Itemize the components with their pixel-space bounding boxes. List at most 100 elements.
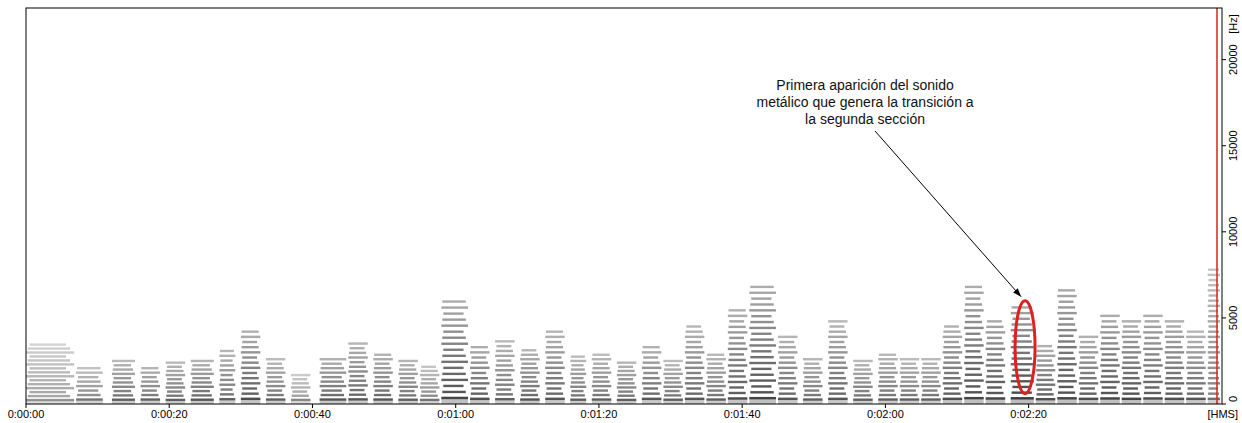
harmonic xyxy=(192,364,210,366)
harmonic xyxy=(1036,355,1055,357)
sound-event xyxy=(728,309,747,404)
harmonic xyxy=(1101,392,1118,394)
harmonic xyxy=(901,376,916,378)
y-tick xyxy=(1222,404,1226,405)
harmonic xyxy=(853,386,872,388)
harmonic xyxy=(1188,387,1203,389)
harmonic xyxy=(113,381,133,383)
harmonic xyxy=(1102,320,1117,322)
harmonic xyxy=(965,338,982,340)
harmonic xyxy=(142,376,157,378)
harmonic xyxy=(964,362,983,364)
x-tick-label: 0:00:20 xyxy=(151,408,188,420)
harmonic xyxy=(167,366,182,368)
harmonic xyxy=(1037,374,1052,376)
low-band xyxy=(545,398,564,404)
harmonic xyxy=(1188,372,1203,374)
harmonic xyxy=(28,383,70,385)
harmonic xyxy=(242,356,257,358)
harmonic xyxy=(1145,353,1160,355)
harmonic xyxy=(1165,346,1182,348)
harmonic xyxy=(242,392,259,394)
sound-event xyxy=(266,358,285,404)
harmonic xyxy=(779,341,794,343)
highlight-ellipse xyxy=(1015,301,1035,394)
harmonic xyxy=(421,390,436,392)
harmonic xyxy=(1122,361,1139,363)
harmonic xyxy=(1058,289,1075,291)
harmonic xyxy=(750,321,773,323)
harmonic xyxy=(1165,382,1184,384)
harmonic xyxy=(1036,350,1053,352)
harmonic xyxy=(592,367,609,369)
harmonic xyxy=(1165,361,1182,363)
harmonic xyxy=(241,351,260,353)
harmonic xyxy=(349,366,366,368)
harmonic xyxy=(1188,356,1203,358)
harmonic xyxy=(642,367,661,369)
harmonic xyxy=(242,361,259,363)
low-band xyxy=(964,397,983,404)
harmonic xyxy=(1058,357,1075,359)
harmonic xyxy=(292,395,309,397)
harmonic xyxy=(242,377,259,379)
harmonic xyxy=(685,351,704,353)
harmonic xyxy=(421,382,438,384)
harmonic xyxy=(1144,326,1161,328)
low-band xyxy=(1165,398,1184,404)
harmonic xyxy=(804,376,819,378)
low-band xyxy=(241,398,260,404)
harmonic xyxy=(421,378,436,380)
harmonic xyxy=(643,361,660,363)
harmonic xyxy=(828,336,847,338)
harmonic xyxy=(803,371,822,373)
harmonic xyxy=(267,367,284,369)
harmonic xyxy=(729,386,744,388)
harmonic xyxy=(592,358,611,360)
harmonic xyxy=(663,386,682,388)
harmonic xyxy=(522,349,537,351)
harmonic xyxy=(348,384,367,386)
plot-frame xyxy=(26,8,1222,404)
harmonic xyxy=(547,341,562,343)
sound-event xyxy=(964,286,983,404)
harmonic xyxy=(291,386,310,388)
sound-event xyxy=(441,300,468,404)
harmonic xyxy=(1101,375,1118,377)
sound-event xyxy=(642,346,661,404)
harmonic xyxy=(880,389,895,391)
sound-event xyxy=(291,374,310,404)
harmonic xyxy=(521,367,538,369)
harmonic xyxy=(441,306,468,308)
harmonic xyxy=(618,366,633,368)
harmonic xyxy=(1079,351,1098,353)
harmonic xyxy=(1187,330,1204,332)
harmonic xyxy=(545,351,564,353)
harmonic xyxy=(521,380,538,382)
harmonic xyxy=(943,392,960,394)
harmonic xyxy=(749,379,776,381)
harmonic xyxy=(986,331,1005,333)
harmonic xyxy=(965,286,982,288)
low-band xyxy=(921,399,940,404)
harmonic xyxy=(663,373,682,375)
harmonic xyxy=(944,341,959,343)
x-tick-label: 0:02:20 xyxy=(1010,408,1047,420)
harmonic xyxy=(592,354,609,356)
harmonic xyxy=(242,330,259,332)
harmonic xyxy=(1187,361,1204,363)
harmonic xyxy=(292,378,307,380)
harmonic xyxy=(471,372,486,374)
harmonic xyxy=(779,356,794,358)
harmonic xyxy=(749,327,776,329)
harmonic xyxy=(442,318,465,320)
harmonic xyxy=(471,392,488,394)
harmonic xyxy=(471,377,488,379)
harmonic xyxy=(495,384,514,386)
harmonic xyxy=(496,374,511,376)
harmonic xyxy=(966,350,981,352)
low-band xyxy=(1036,398,1055,404)
harmonic xyxy=(944,325,959,327)
harmonic xyxy=(77,367,100,369)
y-tick-label: 5000 xyxy=(1227,306,1239,330)
